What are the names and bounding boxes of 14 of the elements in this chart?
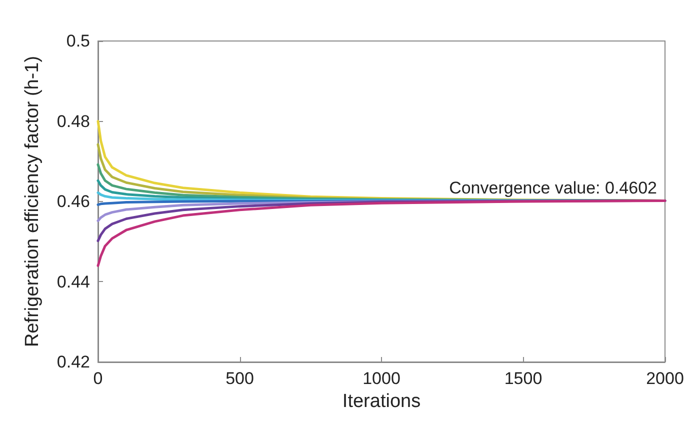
x-tick-label: 1000 — [362, 369, 400, 388]
x-tick-label: 500 — [226, 369, 254, 388]
x-tick-label: 0 — [93, 369, 103, 388]
x-tick-label: 1500 — [504, 369, 542, 388]
annotation: Convergence value: 0.4602 — [449, 178, 657, 198]
y-axis-title: Refrigeration efficiency factor (h-1) — [22, 56, 43, 348]
line-series — [96, 199, 666, 267]
y-tick-label: 0.5 — [66, 32, 90, 50]
y-tick-label: 0.44 — [56, 272, 90, 292]
y-tick-label: 0.42 — [56, 352, 90, 372]
y-tick-label: 0.46 — [56, 192, 90, 211]
x-axis-title: Iterations — [342, 391, 421, 412]
x-tick-label: 2000 — [646, 369, 684, 388]
y-tick-label: 0.48 — [56, 112, 90, 131]
